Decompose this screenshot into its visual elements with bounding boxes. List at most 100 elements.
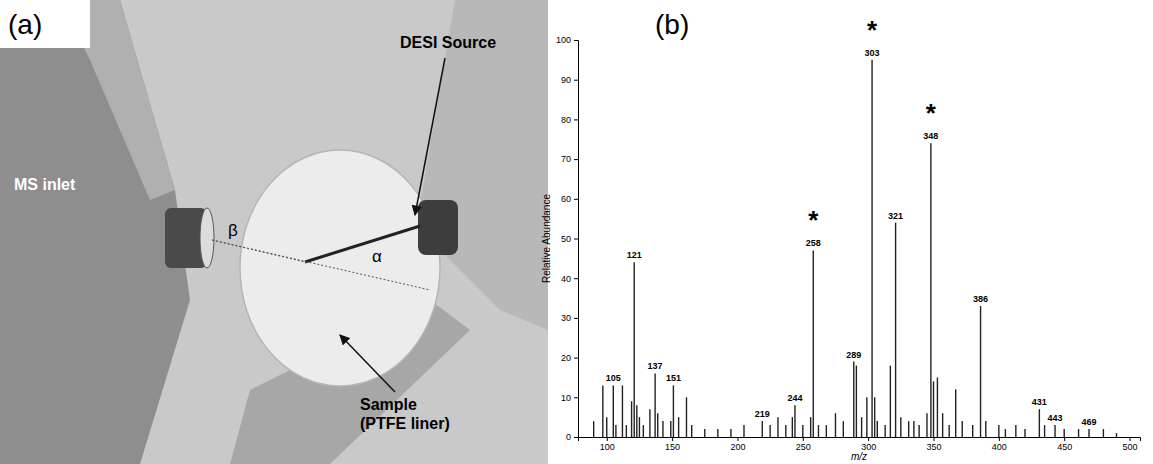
desi-source-nozzle xyxy=(418,200,458,255)
peak-label: 137 xyxy=(648,361,663,371)
y-tick-label: 60 xyxy=(561,194,571,204)
peak xyxy=(673,385,674,437)
x-tick-label: 200 xyxy=(730,442,745,452)
peak xyxy=(818,425,819,437)
y-tick: 70 xyxy=(561,154,578,164)
y-tick-label: 30 xyxy=(561,313,571,323)
peak xyxy=(810,417,811,437)
x-tick: 150 xyxy=(665,437,680,452)
x-tick-mark xyxy=(933,437,934,441)
y-axis: 0102030405060708090100 xyxy=(556,35,579,442)
peak xyxy=(874,397,875,437)
peak xyxy=(678,417,679,437)
beta-guide xyxy=(212,240,305,262)
y-tick: 0 xyxy=(566,432,578,442)
peak-label: 151 xyxy=(666,373,681,383)
peak xyxy=(1116,433,1117,437)
y-tick-label: 70 xyxy=(561,154,571,164)
peak xyxy=(657,413,658,437)
y-tick-label: 90 xyxy=(561,75,571,85)
sample-label-line: Sample xyxy=(360,396,417,413)
peak xyxy=(1088,429,1089,437)
peak xyxy=(602,385,603,437)
peak xyxy=(785,425,786,437)
peak xyxy=(866,397,867,437)
peak xyxy=(980,306,981,437)
peak xyxy=(843,421,844,437)
x-tick: 250 xyxy=(796,437,811,452)
peak xyxy=(890,366,891,437)
peak xyxy=(985,421,986,437)
peak xyxy=(826,425,827,437)
peak xyxy=(606,417,607,437)
x-tick-label: 100 xyxy=(600,442,615,452)
panel-label: (a) xyxy=(8,9,42,40)
peak xyxy=(622,385,623,437)
peak xyxy=(918,425,919,437)
y-tick-label: 80 xyxy=(561,115,571,125)
peak xyxy=(654,373,655,437)
y-tick: 40 xyxy=(561,274,578,284)
peak xyxy=(933,381,934,437)
peak xyxy=(643,425,644,437)
peak xyxy=(802,425,803,437)
peak xyxy=(1024,429,1025,437)
peak xyxy=(649,409,650,437)
peak xyxy=(1039,409,1040,437)
peak-label: 289 xyxy=(846,350,861,360)
panel-a: (a)DESI SourceMS inletβαSample(PTFE line… xyxy=(0,0,548,464)
peak-label: 303 xyxy=(865,48,880,58)
y-tick: 10 xyxy=(561,393,578,403)
peak xyxy=(704,429,705,437)
peak-label: 469 xyxy=(1082,417,1097,427)
peak xyxy=(613,385,614,437)
peak xyxy=(877,421,878,437)
x-tick-mark xyxy=(1064,437,1065,441)
peak xyxy=(730,429,731,437)
ms-inlet-cone xyxy=(0,0,190,464)
arrow-sample xyxy=(340,335,395,392)
y-tick-mark xyxy=(574,358,578,359)
x-tick-label: 250 xyxy=(796,442,811,452)
peak xyxy=(1103,429,1104,437)
x-tick-mark xyxy=(803,437,804,441)
peak xyxy=(1015,425,1016,437)
x-tick-label: 450 xyxy=(1057,442,1072,452)
peak xyxy=(615,425,616,437)
peak xyxy=(794,405,795,437)
peak xyxy=(895,223,896,437)
x-tick: 100 xyxy=(600,437,615,452)
peak xyxy=(639,417,640,437)
y-tick: 30 xyxy=(561,313,578,323)
y-tick-mark xyxy=(574,80,578,81)
y-tick-label: 0 xyxy=(566,432,571,442)
ms-inlet-label: MS inlet xyxy=(14,176,76,193)
y-tick: 60 xyxy=(561,194,578,204)
panel-label: (b) xyxy=(655,9,689,40)
peak-label: 244 xyxy=(787,393,802,403)
x-tick: 500 xyxy=(1123,437,1138,452)
peak xyxy=(835,413,836,437)
x-tick-label: 350 xyxy=(926,442,941,452)
y-axis-title: Relative Abundance xyxy=(541,194,552,283)
annotations: *** xyxy=(808,15,937,236)
peak-label: 431 xyxy=(1032,397,1047,407)
peak xyxy=(998,425,999,437)
y-tick: 50 xyxy=(561,234,578,244)
peak xyxy=(593,421,594,437)
peak xyxy=(913,421,914,437)
peak xyxy=(634,262,635,437)
peak xyxy=(856,366,857,437)
arrow-desi-source xyxy=(415,58,445,215)
x-tick-label: 400 xyxy=(992,442,1007,452)
ms-inlet-face xyxy=(200,208,214,268)
x-tick-mark xyxy=(1130,437,1131,441)
annotation-star: * xyxy=(867,15,878,45)
annotation-star: * xyxy=(808,205,819,235)
peak-label: 105 xyxy=(606,373,621,383)
x-tick: 200 xyxy=(730,437,745,452)
alpha-label: α xyxy=(372,247,382,266)
peak xyxy=(871,60,872,437)
x-tick: 450 xyxy=(1057,437,1072,452)
y-tick-label: 50 xyxy=(561,234,571,244)
